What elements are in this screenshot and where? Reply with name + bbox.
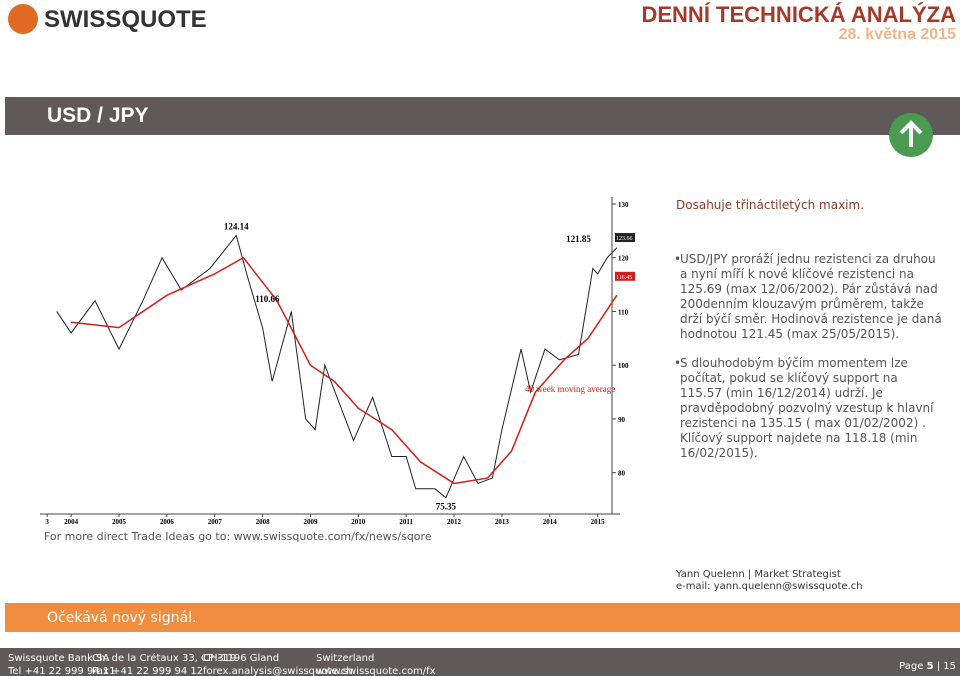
bullet: USD/JPY proráží jednu rezistenci za druh…: [676, 252, 942, 342]
annotation: 110.66: [255, 294, 280, 304]
x-tick-label: 2010: [351, 518, 366, 526]
email: e-mail: yann.quelenn@swissquote.ch: [676, 581, 863, 592]
pair-title: USD / JPY: [47, 104, 149, 127]
analysis: USD/JPY proráží jednu rezistenci za druh…: [676, 252, 942, 475]
footer-text: forex.analysis@swissquote.ch: [203, 666, 353, 676]
x-tick-label: 2004: [64, 518, 79, 526]
annotation: 121.85: [566, 234, 591, 244]
footer-text: Tel +41 22 999 94 11: [8, 666, 116, 676]
footer-text: Fax +41 22 999 94 12: [92, 666, 204, 676]
y-tick-label: 100: [618, 362, 629, 370]
x-tick-label: 2008: [256, 518, 271, 526]
footer-col: CH-1196 Gland forex.analysis@swissquote.c…: [203, 652, 353, 676]
page-number: Page 5 | 15: [899, 661, 956, 672]
y-tick-label: 90: [618, 416, 626, 424]
footer-col: Swissquote Bank SA Tel +41 22 999 94 11: [8, 652, 116, 676]
y-tick-label: 80: [618, 470, 626, 478]
page-current: 5: [926, 661, 934, 672]
footer-text: CH-1196 Gland: [203, 653, 280, 664]
x-tick-label: 2015: [591, 518, 606, 526]
x-tick-label: 2013: [495, 518, 510, 526]
annotation: 75.35: [436, 502, 457, 512]
footer: [0, 648, 960, 676]
banner: [5, 97, 960, 135]
footer-text: Swissquote Bank SA: [8, 653, 110, 664]
y-tick-label: 110: [618, 308, 629, 316]
x-tick-label: 3: [45, 518, 49, 526]
footer-text: Ch. de la Crétaux 33, CP 319: [92, 653, 237, 664]
x-tick-label: 2009: [303, 518, 318, 526]
doc-title: DENNÍ TECHNICKÁ ANALÝZA: [641, 2, 956, 27]
logo-icon: [8, 4, 38, 34]
doc-date: 28. května 2015: [838, 26, 956, 43]
y-tick-label: 120: [618, 255, 629, 263]
footer-col: Switzerland www.swissquote.com/fx: [316, 652, 436, 676]
series-label: 40 week moving average: [525, 384, 615, 394]
link[interactable]: For more direct Trade Ideas go to: www.s…: [44, 530, 432, 543]
up-arrow-icon: [889, 113, 933, 157]
author: Yann Quelenn | Market Strategist: [676, 569, 841, 580]
signal-bar: [5, 603, 960, 632]
x-tick-label: 2006: [160, 518, 175, 526]
page-label: Page: [899, 661, 924, 672]
x-tick-label: 2007: [208, 518, 223, 526]
x-tick-label: 2005: [112, 518, 127, 526]
y-tick-label: 130: [618, 201, 629, 209]
signal: Očekává nový signál.: [47, 610, 197, 626]
footer-col: Ch. de la Crétaux 33, CP 319 Fax +41 22 9…: [92, 652, 236, 676]
price-line: [56, 234, 618, 499]
price-label: 123.66: [616, 236, 633, 242]
price-label: 116.45: [616, 275, 632, 281]
x-tick-label: 2011: [399, 518, 413, 526]
x-tick-label: 2012: [447, 518, 462, 526]
page-total: 15: [943, 661, 956, 672]
price-box: [615, 233, 635, 243]
x-tick-label: 2014: [543, 518, 558, 526]
footer-text: Switzerland: [316, 653, 375, 664]
footer-text: www.swissquote.com/fx: [316, 666, 436, 676]
annotation: 124.14: [224, 221, 249, 231]
logo: SWISSQUOTE: [44, 6, 207, 33]
price-line: [71, 256, 618, 485]
analysis-heading: Dosahuje třináctiletých maxim.: [676, 198, 865, 212]
price-box: [615, 271, 635, 281]
bullet: S dlouhodobým býčím momentem lze počítat…: [676, 356, 942, 461]
